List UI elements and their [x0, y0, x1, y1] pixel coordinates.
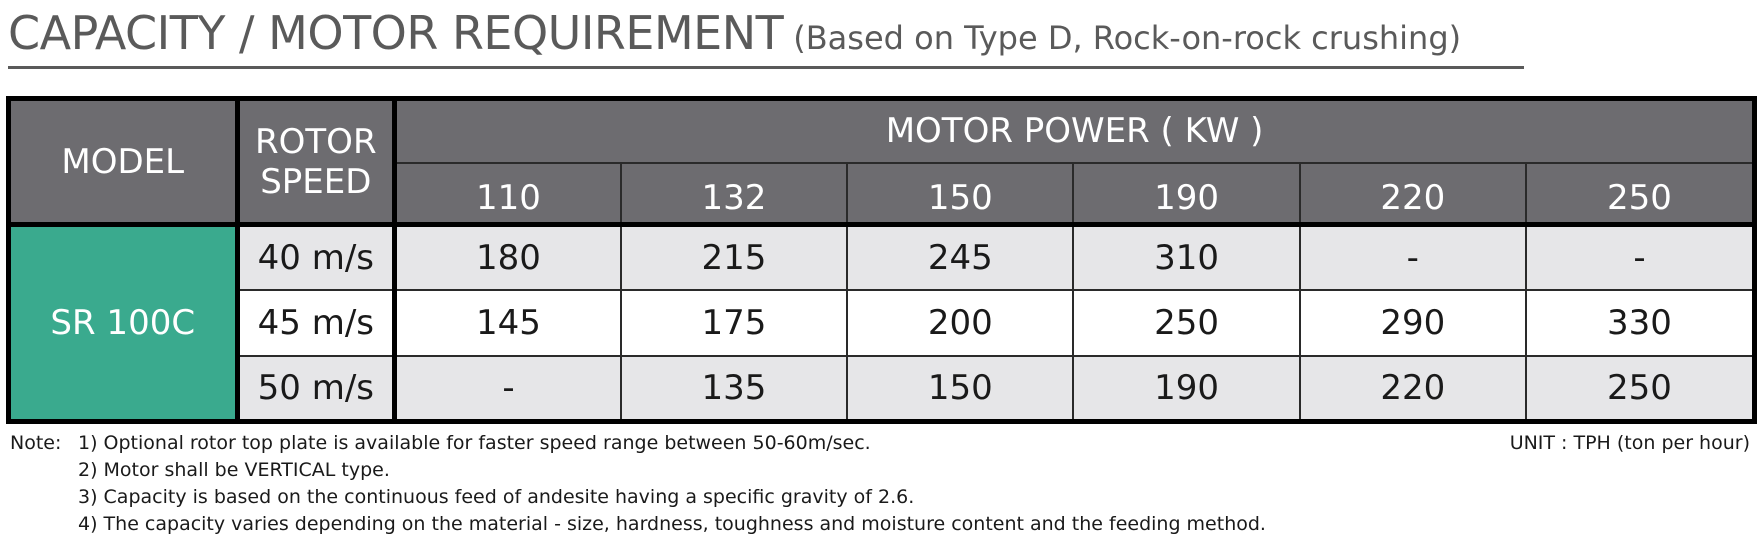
- value-cell: 290: [1298, 288, 1526, 357]
- header-power-cell: 250: [1524, 162, 1755, 226]
- note-item: 3) Capacity is based on the continuous f…: [10, 484, 1750, 511]
- value-cell: 220: [1298, 355, 1526, 422]
- header-rotor-speed: ROTOR SPEED: [236, 97, 398, 226]
- capacity-table: MODEL ROTOR SPEED MOTOR POWER ( KW ) 110…: [6, 96, 1757, 424]
- value-cell: 215: [619, 222, 848, 290]
- value-cell: 190: [1072, 355, 1300, 422]
- header-power-cell: 150: [846, 162, 1074, 226]
- table-row: 50 m/s - 135 150 190 220 250: [9, 355, 1755, 422]
- model-cell: SR 100C: [8, 222, 240, 422]
- notes-section: Note: 1) Optional rotor top plate is avai…: [10, 430, 1750, 538]
- header-power-cell: 220: [1298, 162, 1527, 226]
- value-cell: -: [393, 355, 621, 422]
- header-model: MODEL: [8, 97, 240, 226]
- value-cell: 135: [619, 355, 848, 422]
- value-cell: 250: [1072, 288, 1300, 357]
- value-cell: 145: [393, 288, 621, 357]
- note-text: 3) Capacity is based on the continuous f…: [78, 486, 915, 508]
- note-text: 1) Optional rotor top plate is available…: [78, 432, 871, 454]
- note-label: Note:: [10, 432, 62, 454]
- header-power-cell: 190: [1072, 162, 1301, 226]
- value-cell: 180: [393, 222, 621, 290]
- value-cell: -: [1298, 222, 1526, 290]
- note-item: 2) Motor shall be VERTICAL type.: [10, 457, 1750, 484]
- value-cell: 245: [846, 222, 1074, 290]
- header-row-top: MODEL ROTOR SPEED MOTOR POWER ( KW ): [8, 97, 1755, 226]
- value-cell: 310: [1072, 222, 1300, 290]
- title-subtitle: (Based on Type D, Rock-on-rock crushing): [793, 19, 1462, 57]
- value-cell: 330: [1524, 288, 1755, 357]
- table-row: SR 100C 40 m/s 180 215 245 310 - -: [8, 222, 1755, 422]
- header-row-power: 110 132 150 190 220 250: [9, 162, 1755, 226]
- title-main: CAPACITY / MOTOR REQUIREMENT: [8, 6, 784, 60]
- note-text: 2) Motor shall be VERTICAL type.: [78, 459, 390, 481]
- note-item: Note: 1) Optional rotor top plate is avai…: [10, 430, 1750, 457]
- speed-cell: 40 m/s: [237, 222, 398, 290]
- unit-label: UNIT : TPH (ton per hour): [1509, 432, 1750, 454]
- page-title: CAPACITY / MOTOR REQUIREMENT (Based on Ty…: [8, 4, 1524, 69]
- header-motor-power: MOTOR POWER ( KW ): [394, 97, 1755, 164]
- table-row: 45 m/s 145 175 200 250 290 330: [9, 288, 1755, 357]
- speed-cell: 45 m/s: [237, 288, 398, 357]
- value-cell: -: [1524, 222, 1755, 290]
- note-item: 4) The capacity varies depending on the …: [10, 511, 1750, 538]
- value-cell: 175: [619, 288, 848, 357]
- value-cell: 150: [846, 355, 1074, 422]
- note-text: 4) The capacity varies depending on the …: [78, 513, 1266, 535]
- value-cell: 250: [1524, 355, 1755, 422]
- speed-cell: 50 m/s: [237, 355, 398, 422]
- header-rotor-line2: SPEED: [260, 161, 372, 202]
- header-power-cell: 110: [393, 162, 622, 226]
- header-rotor-line1: ROTOR: [255, 121, 377, 162]
- value-cell: 200: [846, 288, 1074, 357]
- header-power-cell: 132: [619, 162, 848, 226]
